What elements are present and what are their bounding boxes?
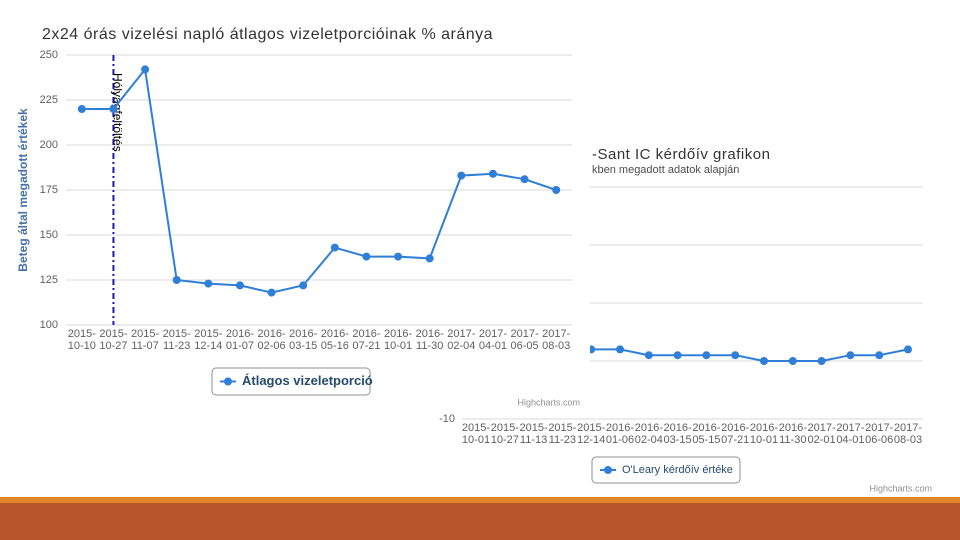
data-point bbox=[552, 186, 561, 194]
series-line bbox=[81, 66, 557, 294]
data-point bbox=[172, 276, 181, 284]
y-tick-label: 250 bbox=[40, 49, 58, 61]
data-point bbox=[616, 345, 624, 354]
data-point bbox=[394, 252, 403, 261]
y-tick-label: 125 bbox=[40, 274, 58, 286]
data-point bbox=[330, 243, 339, 252]
data-point bbox=[77, 105, 86, 113]
legend-symbol bbox=[224, 377, 232, 386]
data-point bbox=[846, 351, 855, 360]
plot-line-label: Hólyagfeltöltés bbox=[110, 73, 124, 152]
legend-box bbox=[591, 456, 741, 484]
data-point bbox=[875, 351, 884, 360]
chart-title: 2x24 órás vizelési napló átlagos vizelet… bbox=[42, 26, 493, 43]
data-point bbox=[673, 351, 682, 360]
y-tick-label: 175 bbox=[40, 184, 58, 196]
credits: Highcharts.com bbox=[517, 397, 580, 407]
data-point bbox=[488, 169, 497, 178]
data-point bbox=[457, 171, 466, 180]
data-point bbox=[702, 351, 711, 360]
data-point bbox=[235, 281, 244, 290]
y-tick-label: 200 bbox=[40, 139, 58, 151]
chart-subtitle: kben megadott adatok alapján bbox=[592, 164, 739, 176]
data-point bbox=[204, 279, 213, 288]
y-tick-label: -10 bbox=[439, 413, 455, 425]
data-point bbox=[362, 252, 371, 261]
data-point bbox=[817, 357, 826, 365]
credits: Highcharts.com bbox=[869, 483, 932, 493]
data-point bbox=[731, 351, 740, 360]
series-line bbox=[591, 348, 909, 362]
data-point bbox=[520, 175, 529, 184]
y-tick-label: 100 bbox=[40, 319, 58, 331]
y-tick-label: 225 bbox=[40, 94, 58, 106]
data-point bbox=[644, 351, 653, 360]
legend-label: O'Leary kérdőív értéke bbox=[622, 464, 733, 476]
data-point bbox=[760, 357, 768, 365]
data-point bbox=[267, 288, 276, 297]
data-point bbox=[109, 105, 118, 113]
data-point bbox=[425, 254, 434, 263]
data-point bbox=[788, 357, 797, 365]
chart-title: -Sant IC kérdőív grafikon bbox=[592, 146, 770, 163]
y-axis-title: Beteg által megadott értékek bbox=[16, 108, 30, 272]
data-point bbox=[141, 65, 150, 74]
data-point bbox=[299, 281, 308, 290]
legend-symbol bbox=[604, 466, 612, 474]
data-point bbox=[904, 345, 912, 354]
chart-background bbox=[0, 0, 590, 410]
legend-box bbox=[211, 367, 371, 396]
y-tick-label: 150 bbox=[40, 229, 58, 241]
legend-label: Átlagos vizeletporció bbox=[242, 373, 373, 388]
